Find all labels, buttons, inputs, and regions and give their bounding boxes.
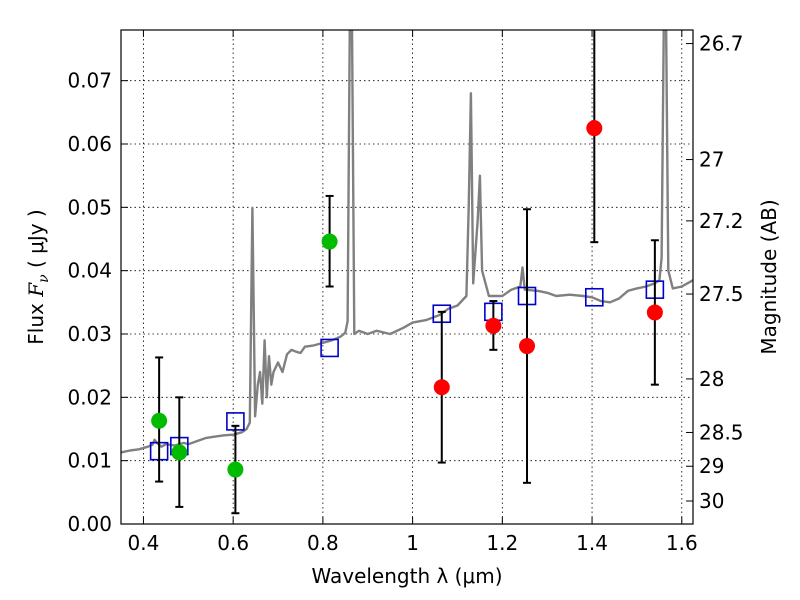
y-axis-label-symbol: F: [24, 282, 48, 298]
y-tick-label: 0.06: [67, 132, 112, 156]
x-tick-label: 0.4: [128, 531, 160, 555]
axis-ticks: 0.4 0.6 0.8 1 1.2 1.4 1.6 0.00 0.01 0.02 0.03 0.04 0…: [67, 30, 744, 555]
y2-tick-label: 27.5: [699, 282, 744, 306]
plot-frame: [120, 29, 694, 525]
photometry-point: [321, 233, 338, 250]
y-tick-label: 0.07: [67, 69, 112, 93]
y-tick-label: 0.03: [67, 322, 112, 346]
model-square-marker: [585, 287, 604, 307]
x-tick-label: 0.6: [217, 531, 249, 555]
data-series: [121, 30, 693, 515]
spectrum-line: [121, 30, 693, 454]
y-tick-label: 0.04: [67, 259, 112, 283]
x-tick-label: 1.4: [576, 531, 608, 555]
y-tick-label: 0.05: [67, 195, 112, 219]
photometry-point: [485, 317, 502, 334]
photometry-point: [586, 120, 603, 137]
y-tick-label: 0.02: [67, 385, 112, 409]
photometry-point: [433, 379, 450, 396]
y2-tick-label: 29: [699, 454, 724, 478]
x-axis-label: Wavelength λ (μm): [311, 564, 502, 588]
x-tick-label: 1.2: [486, 531, 518, 555]
y2-tick-label: 27.2: [699, 209, 744, 233]
y-axis-label-prefix: Flux: [24, 297, 48, 345]
photometry-point: [171, 444, 188, 461]
y-tick-label: 0.01: [67, 449, 112, 473]
y-tick-label: 0.00: [67, 512, 112, 536]
y2-tick-label: 28.5: [699, 420, 744, 444]
photometry-point: [646, 304, 663, 321]
grid-lines: [121, 30, 693, 524]
y2-tick-label: 28: [699, 367, 724, 391]
model-square-marker: [320, 338, 339, 358]
y-axis-label-suffix: ( μJy ): [24, 209, 48, 274]
x-tick-label: 1.6: [666, 531, 698, 555]
photometry-point: [227, 461, 244, 478]
y2-tick-label: 26.7: [699, 32, 744, 56]
x-tick-label: 0.8: [307, 531, 339, 555]
y-axis-label-subscript: ν: [36, 274, 52, 283]
y2-tick-label: 27: [699, 148, 724, 172]
x-tick-label: 1: [406, 531, 419, 555]
y2-axis-label: Magnitude (AB): [757, 199, 781, 354]
photometry-point: [151, 412, 168, 429]
y2-tick-label: 30: [699, 489, 724, 513]
y-axis-label: Flux Fν ( μJy ): [24, 209, 52, 344]
photometry-point: [519, 338, 536, 355]
